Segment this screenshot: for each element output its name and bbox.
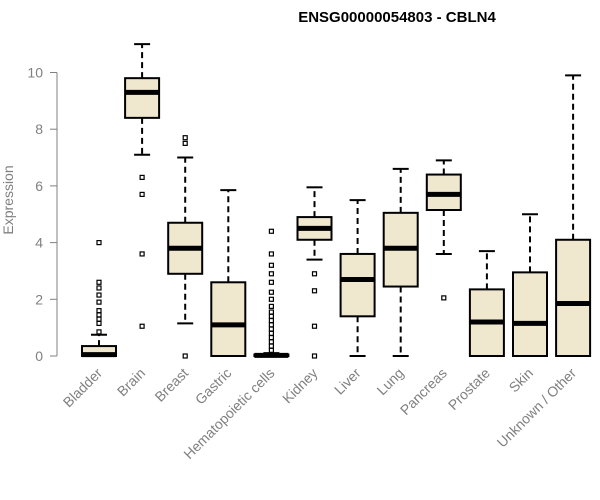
y-tick-label: 8 (35, 121, 43, 137)
outlier-point (311, 271, 318, 277)
outlier-point (268, 326, 274, 332)
outlier-point (268, 228, 274, 234)
x-label-bladder: Bladder (60, 365, 106, 411)
outlier-point (268, 330, 274, 336)
y-axis-title: Expression (0, 165, 16, 234)
x-label-skin: Skin (506, 365, 537, 396)
chart-title: ENSG00000054803 - CBLN4 (298, 9, 496, 26)
outlier-point (96, 299, 102, 305)
outlier-point (139, 174, 145, 180)
x-label-pancreas: Pancreas (397, 365, 450, 418)
x-label-unknown-other: Unknown / Other (494, 365, 580, 451)
outlier-point (182, 353, 188, 359)
box-kidney (296, 186, 333, 359)
x-label-breast: Breast (151, 365, 191, 405)
x-label-lung: Lung (373, 365, 406, 398)
x-label-prostate: Prostate (445, 365, 493, 413)
outlier-point (96, 329, 102, 335)
outlier-point (268, 347, 274, 353)
outlier-point (268, 279, 274, 285)
outlier-point (182, 135, 188, 141)
outlier-point (139, 323, 145, 329)
outlier-point (96, 308, 102, 314)
outlier-point (268, 296, 274, 302)
outlier-point (268, 313, 274, 319)
outlier-point (139, 191, 145, 198)
outlier-point (96, 240, 102, 246)
box-body (210, 281, 247, 358)
outlier-point (96, 292, 102, 298)
outlier-point (268, 303, 274, 309)
outlier-point (96, 320, 102, 326)
outlier-point (441, 295, 447, 301)
y-tick-label: 2 (35, 291, 43, 307)
box-pancreas (425, 159, 462, 301)
box-unknown-other (555, 74, 592, 357)
box-body (339, 252, 376, 318)
boxes (81, 43, 592, 359)
box-breast (167, 135, 204, 359)
outlier-point (268, 251, 274, 257)
outlier-point (311, 323, 318, 329)
outlier-point (268, 289, 274, 295)
box-body (555, 238, 592, 357)
x-label-brain: Brain (114, 365, 148, 399)
box-liver (339, 199, 376, 357)
outlier-point (96, 279, 102, 285)
outlier-point (139, 251, 145, 257)
box-lung (382, 167, 419, 357)
outlier-point (268, 322, 274, 328)
x-label-kidney: Kidney (279, 365, 321, 407)
outlier-point (311, 353, 318, 359)
outlier-point (268, 271, 274, 277)
outlier-point (268, 262, 274, 268)
outlier-point (268, 343, 274, 349)
outlier-point (268, 334, 274, 341)
box-bladder (81, 240, 117, 358)
y-tick-label: 0 (35, 348, 43, 364)
outlier-point (311, 288, 318, 294)
box-brain (124, 43, 161, 329)
box-prostate (468, 250, 505, 357)
outlier-point (268, 339, 274, 345)
y-tick-label: 4 (35, 235, 43, 251)
y-axis: 0 2 4 6 8 10 (27, 65, 58, 364)
outlier-point (96, 316, 102, 322)
x-label-liver: Liver (331, 365, 364, 398)
x-label-gastric: Gastric (192, 365, 235, 408)
outlier-point (96, 285, 102, 291)
box-body (124, 77, 161, 119)
y-tick-label: 10 (27, 65, 43, 81)
outlier-point (182, 140, 188, 146)
box-body (512, 271, 548, 357)
outlier-point (96, 312, 102, 318)
outlier-point (268, 317, 274, 324)
box-skin (512, 213, 548, 357)
box-hematopoietic-cells (253, 228, 290, 358)
y-tick-label: 6 (35, 178, 43, 194)
box-gastric (210, 189, 247, 358)
outlier-point (268, 309, 274, 315)
